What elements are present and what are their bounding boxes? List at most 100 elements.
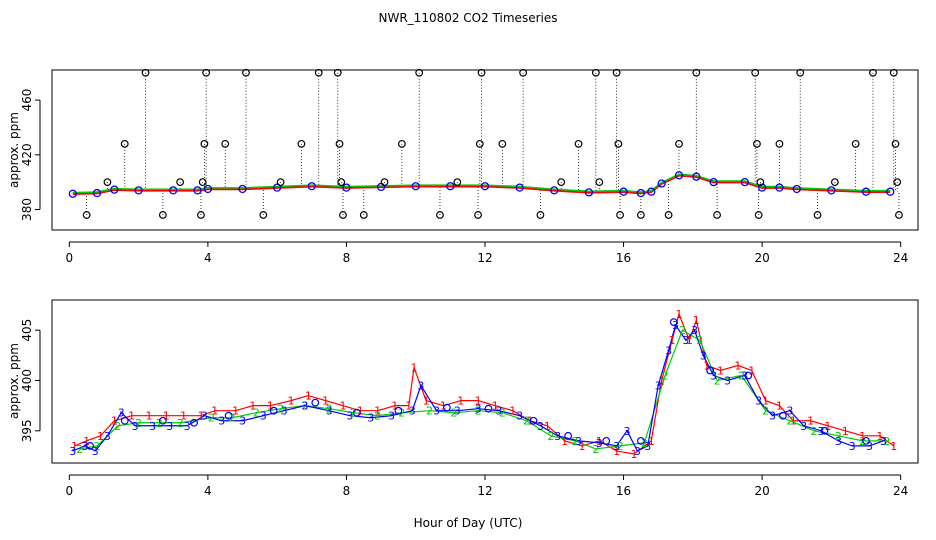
top-baseline-point: [886, 187, 895, 196]
bottom-series-2-point: 2: [572, 435, 579, 448]
bottom-series-1-point: 1: [71, 440, 78, 453]
bottom-series-o-point: [224, 411, 233, 420]
top-baseline-point: [480, 182, 490, 191]
top-panel: 0 4 8 12 16 20 24 380 420 460 approx. ppm: [7, 68, 919, 265]
bottom-series-1-point: 1: [492, 400, 499, 413]
bottom-series-3-point: 3: [691, 324, 698, 337]
top-outlier-point: [775, 139, 784, 148]
top-outlier-point: [198, 178, 207, 187]
top-baseline-point: [827, 186, 836, 195]
bottom-series-1-point: 1: [423, 395, 430, 408]
bottom-series-3-point: 3: [92, 445, 99, 458]
bottom-series-3-point: 3: [700, 349, 707, 362]
bottom-series-1-point: 1: [790, 415, 797, 428]
bottom-x-tick-label: 4: [204, 484, 212, 498]
top-outlier-point: [276, 178, 285, 187]
top-outlier-point: [141, 68, 150, 77]
bottom-series-o-point: [484, 404, 493, 413]
top-baseline-point: [92, 188, 102, 198]
bottom-series-1-point: 1: [339, 400, 346, 413]
bottom-series-2-point: 2: [617, 440, 624, 453]
top-outlier-point: [339, 211, 347, 219]
bottom-series-1-point: 1: [197, 410, 204, 423]
bottom-series-3-point: 3: [613, 440, 620, 453]
x-axis-label: Hour of Day (UTC): [414, 516, 523, 530]
bottom-series-3-point: 3: [346, 410, 353, 423]
bottom-series-3-point: 3: [218, 415, 225, 428]
bottom-plot-marks: 1 1 11 1 1 1 1 1 1 1 1 1 1 1 1 1 1 1 1 111 1 1 1 1 11 11 1 11 111111…: [69, 308, 897, 461]
top-outlier-point: [614, 139, 623, 148]
bottom-series-2-point: 2: [374, 410, 381, 423]
top-outlier-point: [830, 178, 839, 187]
top-outlier-point: [436, 211, 444, 219]
top-outlier-point: [259, 211, 268, 219]
bottom-series-3-point: 3: [786, 405, 793, 418]
bottom-series-2-point: 2: [762, 405, 769, 418]
top-outlier-point: [869, 68, 877, 77]
top-baseline-point: [193, 186, 202, 195]
top-y-axis-label: approx. ppm: [7, 112, 21, 188]
top-outlier-point: [221, 139, 230, 148]
top-y-tick-label: 460: [20, 89, 34, 112]
bottom-x-tick-label: 12: [477, 484, 492, 498]
top-baseline-point: [550, 186, 559, 195]
bottom-series-3-point: 3: [149, 420, 156, 433]
top-outlier-point: [675, 139, 683, 148]
bottom-x-tick-label: 16: [616, 484, 631, 498]
top-outlier-point: [120, 139, 129, 148]
bottom-series-3-point: 3: [724, 374, 731, 387]
bottom-series-3-point: 3: [260, 410, 267, 423]
bottom-series-1-point: 1: [675, 308, 682, 321]
top-outlier-point: [889, 68, 898, 77]
top-outlier-point: [242, 68, 250, 77]
top-outlier-point: [498, 139, 507, 148]
top-y-axis: 380 420 460: [20, 89, 41, 221]
bottom-series-3-point: 3: [575, 435, 582, 448]
bottom-series-1-point: 1: [145, 410, 152, 423]
bottom-series-1-point: 1: [762, 395, 769, 408]
bottom-series-2-point: 2: [523, 415, 530, 428]
bottom-series-1-point: 1: [288, 395, 295, 408]
bottom-series-1-point: 1: [97, 430, 104, 443]
bottom-series-3-point: 3: [81, 440, 88, 453]
top-outlier-point: [202, 68, 211, 77]
bottom-series-o-point: [529, 416, 538, 425]
top-outlier-point: [158, 211, 167, 219]
top-baseline-point: [861, 187, 871, 196]
bottom-y-tick-label: 400: [20, 369, 34, 392]
top-outlier-point: [200, 139, 209, 148]
top-baseline-point: [342, 183, 351, 192]
bottom-series-1-point: 1: [890, 440, 897, 453]
bottom-series-o-point: [269, 406, 278, 415]
bottom-series-3-point: 3: [880, 435, 887, 448]
bottom-series-3-point: 3: [409, 405, 416, 418]
bottom-series-3-point: 3: [769, 410, 776, 423]
bottom-series-o-point: [442, 403, 451, 412]
bottom-series-2-point: 2: [679, 324, 686, 337]
bottom-series-1-point: 1: [658, 374, 665, 387]
bottom-plot-frame: [51, 299, 919, 464]
bottom-series-3-point: 3: [433, 405, 440, 418]
bottom-series-3-point: 3: [454, 405, 461, 418]
top-baseline-point: [584, 188, 594, 197]
bottom-series-2-point: 2: [301, 400, 308, 413]
bottom-series-2-point: 2: [177, 417, 184, 430]
bottom-series-o-point: [311, 398, 320, 407]
top-outlier-point: [333, 68, 342, 77]
top-x-axis: 0 4 8 12 16 20 24: [65, 241, 908, 265]
bottom-series-3-point: 3: [326, 405, 333, 418]
top-outlier-point: [591, 68, 600, 77]
bottom-series-3-point: 3: [69, 445, 76, 458]
bottom-series-o-point: [190, 418, 198, 427]
bottom-series-1-point: 1: [596, 435, 603, 448]
top-outlier-point: [474, 211, 482, 219]
top-y-tick-label: 420: [20, 143, 34, 166]
top-outlier-point: [636, 211, 645, 219]
bottom-series-1-point: 1: [457, 395, 464, 408]
top-outlier-point: [359, 211, 368, 219]
bottom-series-1-point: 1: [374, 405, 381, 418]
bottom-series-3-point: 3: [281, 405, 288, 418]
bottom-series-1-point: 1: [824, 420, 831, 433]
bottom-series-3-point: 3: [710, 369, 717, 382]
